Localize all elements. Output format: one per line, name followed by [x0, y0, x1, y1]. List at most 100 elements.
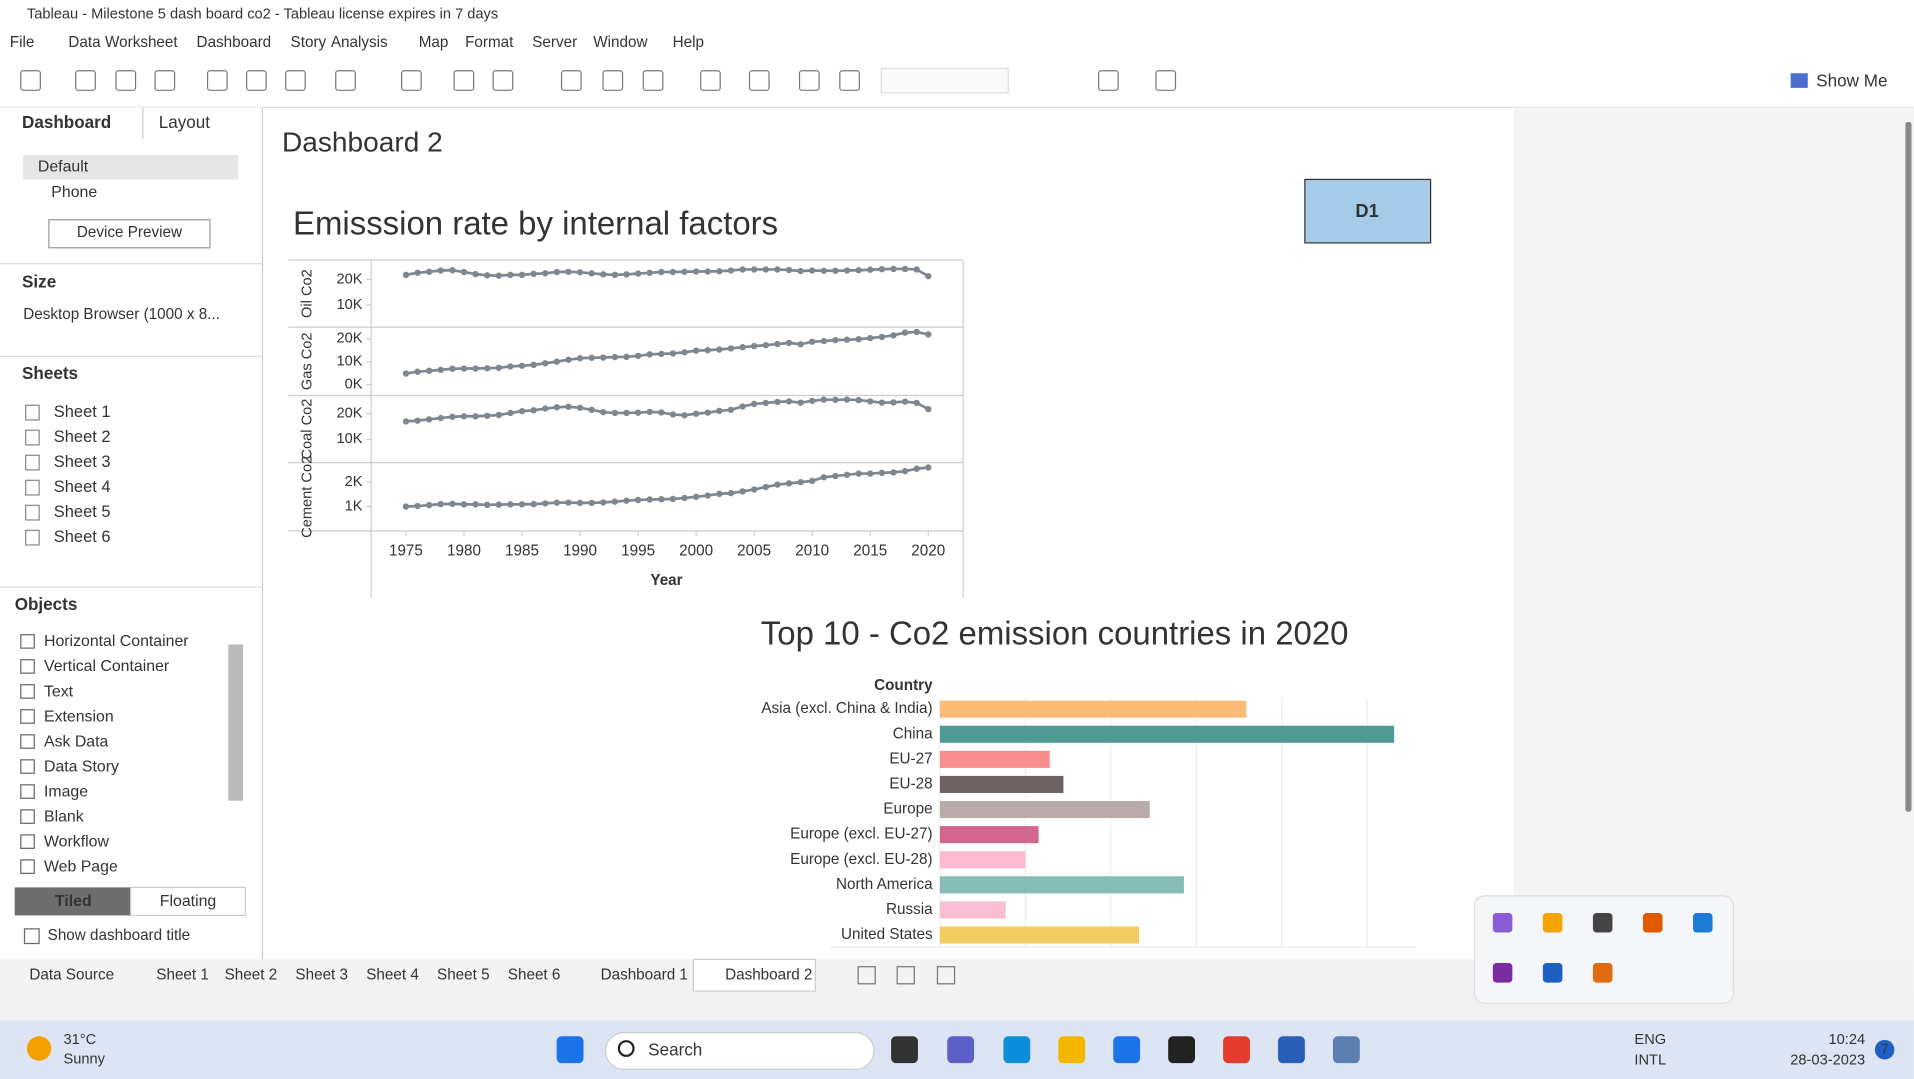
toolbar-icon[interactable]: [1097, 70, 1119, 91]
tray-icon[interactable]: [1542, 963, 1563, 983]
show-title[interactable]: Show dashboard title: [48, 927, 190, 944]
toolbar-icon[interactable]: [206, 70, 228, 91]
mode-tiled[interactable]: [14, 887, 131, 916]
sheet-tab[interactable]: Dashboard 2: [725, 966, 812, 983]
taskbar-app[interactable]: [947, 1036, 975, 1064]
mode-floating[interactable]: [130, 886, 247, 917]
object-item[interactable]: Image: [44, 783, 88, 800]
menu-item[interactable]: Dashboard: [197, 34, 272, 51]
toolbar-icon[interactable]: [285, 70, 306, 91]
toolbar-icon[interactable]: [335, 70, 356, 91]
toolbar-icon[interactable]: [839, 70, 860, 91]
panel-tab[interactable]: Dashboard: [22, 113, 111, 132]
notification-badge[interactable]: 7: [1881, 1041, 1888, 1056]
search-text[interactable]: Search: [648, 1040, 702, 1059]
menu-item[interactable]: Data: [68, 34, 101, 51]
menu-item[interactable]: Help: [673, 34, 704, 51]
taskbar-app[interactable]: [1113, 1036, 1141, 1064]
toolbar-icon[interactable]: [798, 70, 820, 91]
object-item[interactable]: Web Page: [44, 858, 118, 875]
menu-item[interactable]: Window: [593, 34, 648, 51]
device-preview-btn[interactable]: [48, 219, 211, 249]
scrollbar[interactable]: [1905, 122, 1912, 812]
menu-item[interactable]: Worksheet: [105, 34, 178, 51]
d1-label[interactable]: D1: [1355, 200, 1378, 221]
object-item[interactable]: Horizontal Container: [44, 633, 189, 650]
device[interactable]: Phone: [51, 184, 97, 201]
taskbar-app[interactable]: [1003, 1036, 1031, 1064]
taskbar-app[interactable]: [1332, 1036, 1360, 1064]
sheet-item[interactable]: Sheet 5: [54, 503, 111, 521]
sheet-tab[interactable]: Sheet 2: [225, 966, 278, 983]
toolbar-icon[interactable]: [401, 70, 422, 91]
checkbox[interactable]: [23, 928, 40, 945]
new-sheet-icon[interactable]: [936, 966, 956, 985]
tray-icon[interactable]: [1542, 913, 1563, 933]
taskbar-app[interactable]: [1223, 1036, 1250, 1064]
object-item[interactable]: Data Story: [44, 758, 119, 775]
toolbar-icon[interactable]: [700, 70, 721, 91]
sheet-item[interactable]: Sheet 3: [54, 453, 111, 471]
obj-scroll[interactable]: [228, 644, 243, 801]
toolbar-icon[interactable]: [748, 70, 770, 91]
sheet-tab[interactable]: Sheet 1: [156, 966, 209, 983]
menu-item[interactable]: Story: [291, 34, 327, 51]
taskbar-app[interactable]: [891, 1036, 918, 1064]
toolbar-icon[interactable]: [492, 70, 514, 91]
toolbar-icon[interactable]: [642, 70, 664, 91]
show-me[interactable]: Show Me: [1816, 71, 1887, 90]
sheet-tab[interactable]: Dashboard 1: [601, 966, 688, 983]
tray-icon[interactable]: [1693, 913, 1713, 933]
search-box[interactable]: [604, 1032, 875, 1070]
sheet-tab[interactable]: Sheet 3: [295, 966, 348, 983]
taskbar-app[interactable]: [556, 1036, 584, 1064]
taskbar-app[interactable]: [1168, 1036, 1196, 1064]
object-item[interactable]: Vertical Container: [44, 658, 170, 675]
sheet-item[interactable]: Sheet 2: [54, 428, 111, 446]
menu-item[interactable]: File: [10, 34, 35, 51]
tray-icon[interactable]: [1492, 913, 1513, 933]
menu-item[interactable]: Map: [419, 34, 449, 51]
taskbar-app[interactable]: [1278, 1036, 1305, 1064]
sheet-tab[interactable]: Sheet 6: [508, 966, 561, 983]
mode[interactable]: Tiled: [55, 893, 92, 910]
panel-tab[interactable]: Layout: [159, 113, 211, 132]
object-item[interactable]: Text: [44, 683, 74, 700]
menu-item[interactable]: Format: [465, 34, 514, 51]
sheet-item[interactable]: Sheet 4: [54, 478, 111, 496]
object-item[interactable]: Workflow: [44, 833, 109, 850]
tray-icon[interactable]: [1592, 913, 1613, 933]
toolbar-icon[interactable]: [453, 70, 475, 91]
toolbar-icon[interactable]: [20, 70, 41, 91]
size-value[interactable]: Desktop Browser (1000 x 8...: [23, 306, 220, 323]
mode[interactable]: Floating: [160, 893, 216, 910]
menu-item[interactable]: Analysis: [331, 34, 388, 51]
menu-item[interactable]: Server: [532, 34, 577, 51]
sheet-tab[interactable]: Sheet 5: [437, 966, 490, 983]
new-sheet-icon[interactable]: [896, 966, 915, 985]
new-sheet-icon[interactable]: [857, 966, 876, 985]
d1-button[interactable]: [1304, 178, 1432, 244]
active-tab[interactable]: [692, 958, 817, 992]
tray-icon[interactable]: [1642, 913, 1663, 933]
object-item[interactable]: Extension: [44, 708, 114, 725]
toolbar-dropdown[interactable]: [880, 67, 1009, 94]
tray-icon[interactable]: [1492, 963, 1513, 983]
toolbar-icon[interactable]: [246, 70, 267, 91]
device[interactable]: Default: [38, 158, 89, 175]
toolbar-icon[interactable]: [1155, 70, 1177, 91]
sheet-item[interactable]: Sheet 1: [54, 403, 111, 421]
device-preview[interactable]: Device Preview: [77, 224, 183, 241]
sheet-tab[interactable]: Sheet 4: [366, 966, 419, 983]
object-item[interactable]: Ask Data: [44, 733, 109, 750]
toolbar-icon[interactable]: [154, 70, 176, 91]
object-item[interactable]: Blank: [44, 808, 84, 825]
toolbar-icon[interactable]: [115, 70, 137, 91]
sheet-item[interactable]: Sheet 6: [54, 528, 111, 546]
toolbar-icon[interactable]: [602, 70, 624, 91]
toolbar-icon[interactable]: [560, 70, 582, 91]
toolbar-icon[interactable]: [75, 70, 96, 91]
tray-icon[interactable]: [1592, 963, 1613, 983]
sheet-tab[interactable]: Data Source: [29, 966, 114, 983]
taskbar-app[interactable]: [1058, 1036, 1086, 1064]
